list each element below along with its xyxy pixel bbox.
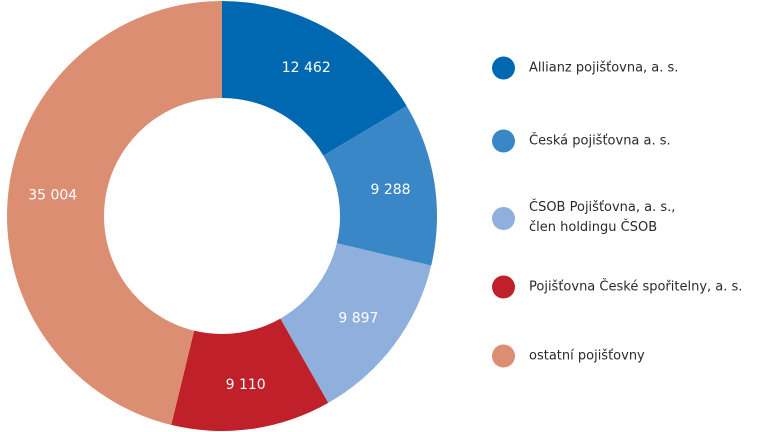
legend-item: ostatní pojišťovny xyxy=(492,344,645,368)
data-label: 12 462 xyxy=(282,60,331,76)
slice xyxy=(171,318,329,431)
slice xyxy=(222,1,407,156)
legend-label: ČSOB Pojišťovna, a. s., člen holdingu ČS… xyxy=(529,200,676,235)
data-label: 9 110 xyxy=(226,377,266,393)
legend-label: Česká pojišťovna a. s. xyxy=(529,133,671,148)
slice xyxy=(7,1,223,425)
legend-label: Pojišťovna České spořitelny, a. s. xyxy=(529,279,743,294)
legend-item: ČSOB Pojišťovna, a. s., člen holdingu ČS… xyxy=(492,198,675,238)
legend-swatch xyxy=(492,275,515,299)
data-label: 9 897 xyxy=(338,310,378,326)
slice xyxy=(323,105,437,266)
data-label: 9 288 xyxy=(370,182,410,198)
legend-item: Česká pojišťovna a. s. xyxy=(492,129,671,153)
data-label: 35 004 xyxy=(28,188,77,204)
slice xyxy=(280,243,432,403)
legend-swatch xyxy=(492,129,515,153)
legend-item: Pojišťovna České spořitelny, a. s. xyxy=(492,275,743,299)
legend-swatch xyxy=(492,56,515,80)
legend-swatch xyxy=(492,206,515,230)
chart: 12 462 9 288 9 897 9 110 35 004 xyxy=(7,1,437,431)
legend-swatch xyxy=(492,344,515,368)
legend-label: ostatní pojišťovny xyxy=(529,348,645,363)
legend-item: Allianz pojišťovna, a. s. xyxy=(492,56,679,80)
legend-label: Allianz pojišťovna, a. s. xyxy=(529,60,679,75)
